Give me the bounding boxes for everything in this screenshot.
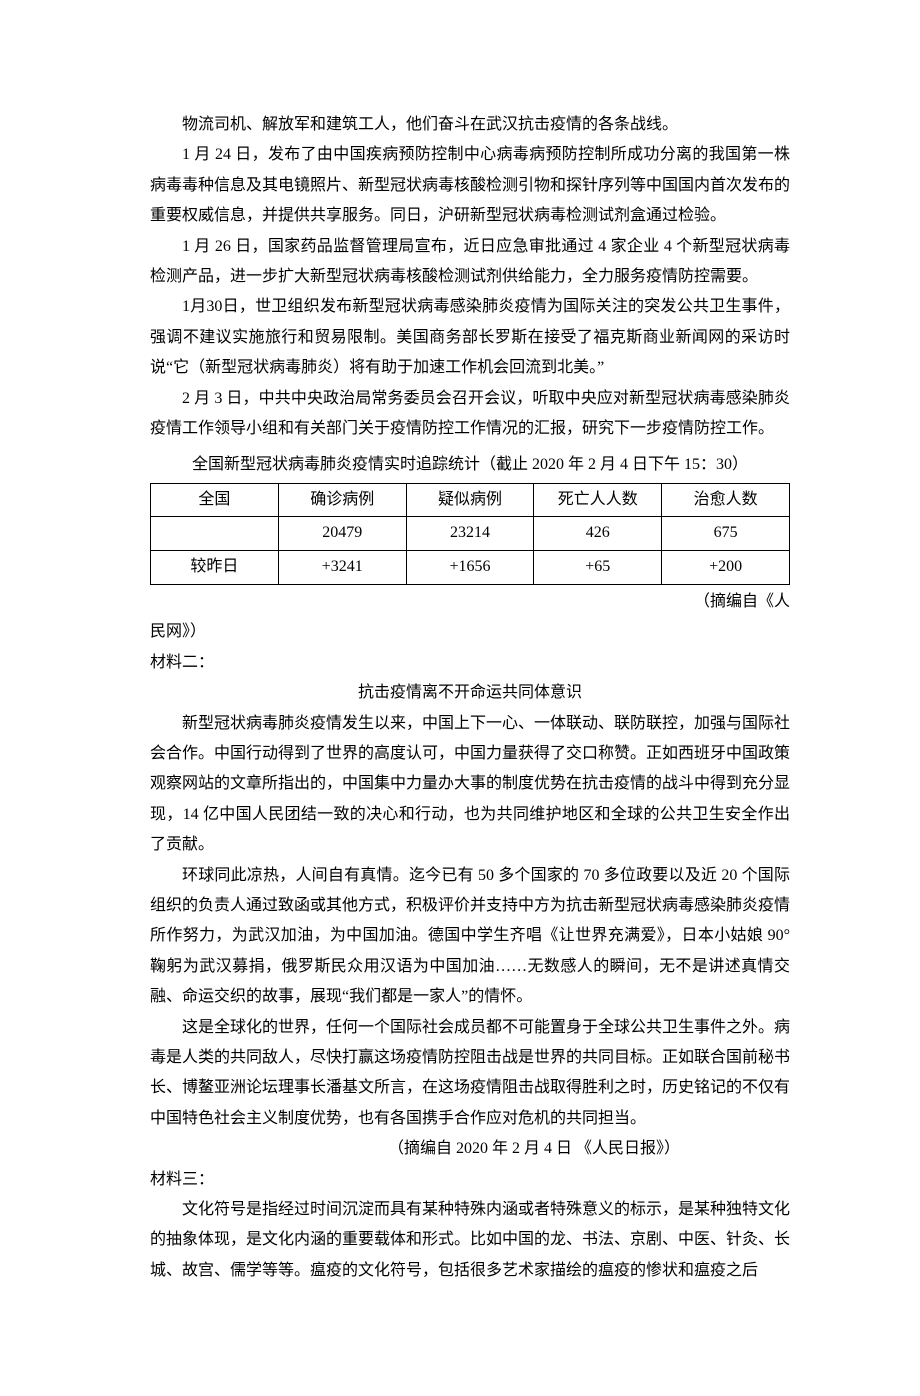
material-label: 材料三： [150,1165,790,1195]
table-header-cell: 全国 [151,483,279,517]
table-cell: +3241 [278,551,406,585]
paragraph: 2 月 3 日，中共中央政治局常务委员会召开会议，听取中央应对新型冠状病毒感染肺… [150,384,790,445]
material-subtitle: 抗击疫情离不开命运共同体意识 [150,678,790,708]
stats-table: 全国 确诊病例 疑似病例 死亡人人数 治愈人数 20479 23214 426 … [150,483,790,585]
paragraph: 1月30日，世卫组织发布新型冠状病毒感染肺炎疫情为国际关注的突发公共卫生事件，强… [150,292,790,383]
paragraph: 物流司机、解放军和建筑工人，他们奋斗在武汉抗击疫情的各条战线。 [150,110,790,140]
table-cell: 675 [662,517,790,551]
paragraph: 新型冠状病毒肺炎疫情发生以来，中国上下一心、一体联动、联防联控，加强与国际社会合… [150,709,790,861]
paragraph: 文化符号是指经过时间沉淀而具有某种特殊内涵或者特殊意义的标示，是某种独特文化的抽… [150,1195,790,1286]
table-header-cell: 死亡人人数 [534,483,662,517]
table-row: 较昨日 +3241 +1656 +65 +200 [151,551,790,585]
table-cell: 23214 [406,517,534,551]
table-title: 全国新型冠状病毒肺炎疫情实时追踪统计（截止 2020 年 2 月 4 日下午 1… [150,450,790,480]
table-header-row: 全国 确诊病例 疑似病例 死亡人人数 治愈人数 [151,483,790,517]
source-citation: （摘编自《人 [150,587,790,617]
source-citation: （摘编自 2020 年 2 月 4 日 《人民日报》） [150,1134,790,1164]
table-cell: 较昨日 [151,551,279,585]
table-header-cell: 疑似病例 [406,483,534,517]
table-header-cell: 确诊病例 [278,483,406,517]
table-cell: 426 [534,517,662,551]
table-header-cell: 治愈人数 [662,483,790,517]
table-cell: +200 [662,551,790,585]
table-cell: +1656 [406,551,534,585]
table-row: 20479 23214 426 675 [151,517,790,551]
paragraph: 1 月 26 日，国家药品监督管理局宣布，近日应急审批通过 4 家企业 4 个新… [150,232,790,293]
paragraph: 这是全球化的世界，任何一个国际社会成员都不可能置身于全球公共卫生事件之外。病毒是… [150,1013,790,1135]
source-citation-cont: 民网》） [150,617,790,647]
table-cell: 20479 [278,517,406,551]
paragraph: 1 月 24 日，发布了由中国疾病预防控制中心病毒病预防控制所成功分离的我国第一… [150,140,790,231]
material-label: 材料二： [150,648,790,678]
table-cell [151,517,279,551]
paragraph: 环球同此凉热，人间自有真情。迄今已有 50 多个国家的 70 多位政要以及近 2… [150,861,790,1013]
document-page: 物流司机、解放军和建筑工人，他们奋斗在武汉抗击疫情的各条战线。 1 月 24 日… [0,0,920,1396]
table-cell: +65 [534,551,662,585]
